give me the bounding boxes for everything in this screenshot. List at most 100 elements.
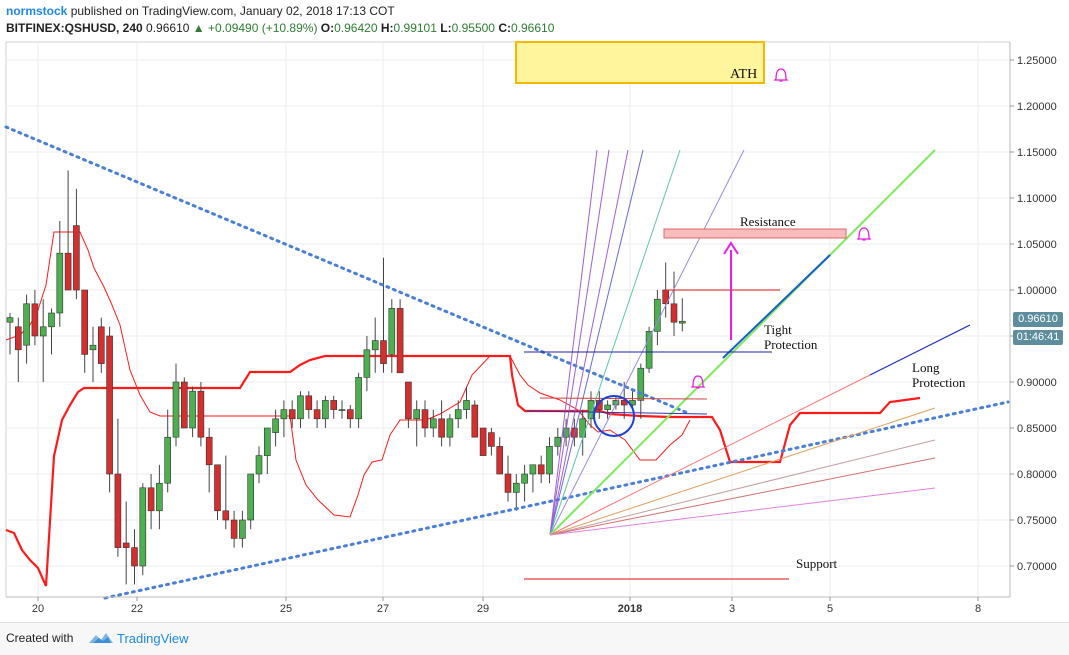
candle-body-5 <box>48 312 55 328</box>
candle-body-13 <box>114 473 122 548</box>
tight-protection-label: Tight Protection <box>764 322 818 352</box>
time-tick-label-1: 22 <box>131 603 143 615</box>
candle-body-12 <box>106 335 113 475</box>
time-axis[interactable]: 20 22 25 27 29 2018 3 5 8 <box>6 596 1010 615</box>
last-price-tag: 0.96610 <box>1013 312 1063 327</box>
candle-body-53 <box>446 418 454 438</box>
drawing-alert-bell-icon-0[interactable] <box>773 68 789 82</box>
drawing-mid-line[interactable] <box>526 410 708 415</box>
ath-zone[interactable]: ATH <box>515 41 765 84</box>
drawing-fan-line-4[interactable] <box>549 149 681 536</box>
candle-body-6 <box>56 252 64 314</box>
candle-body-63 <box>529 464 537 475</box>
candle-body-69 <box>579 418 587 438</box>
price-tick-label-7: 0.90000 <box>1017 377 1057 389</box>
candle-body-11 <box>98 326 105 364</box>
drawing-magenta-arrow-head[interactable] <box>723 241 739 255</box>
drawing-fan-line-2[interactable] <box>549 149 629 536</box>
drawing-fan-line-3[interactable] <box>549 149 644 536</box>
candle-body-54 <box>454 409 462 420</box>
close-label: C: <box>498 21 511 35</box>
candle-body-15 <box>131 547 138 567</box>
drawing-fan-line-0[interactable] <box>549 149 598 536</box>
price-chart[interactable]: ATH Resistance Tight Protection Long Prote… <box>0 0 1069 622</box>
price-tick-label-3: 1.10000 <box>1017 193 1057 205</box>
drawing-fan-line-6[interactable] <box>549 149 936 536</box>
candle-body-18 <box>156 482 163 512</box>
candle-body-17 <box>147 487 155 512</box>
tradingview-brand[interactable]: TradingView <box>117 631 189 646</box>
high-value: 0.99101 <box>393 21 437 35</box>
candle-body-19 <box>164 436 171 484</box>
candle-body-31 <box>263 427 271 456</box>
drawing-fan-line-9[interactable] <box>549 439 936 536</box>
candle-body-49 <box>413 409 421 420</box>
drawing-fan-line-7[interactable] <box>549 374 871 536</box>
drawing-circle-marker[interactable] <box>593 395 635 437</box>
candle-body-22 <box>189 390 196 429</box>
open-label: O: <box>320 21 335 35</box>
tradingview-logo-icon[interactable] <box>88 629 114 647</box>
candle-body-56 <box>471 404 479 438</box>
time-tick-label-6: 3 <box>729 603 735 615</box>
drawing-fan-line-10[interactable] <box>549 457 936 536</box>
drawing-long-protection-line[interactable] <box>869 324 971 376</box>
candle-body-26 <box>222 510 230 521</box>
high-label: H: <box>380 21 394 35</box>
price-tick-label-4: 1.05000 <box>1017 239 1057 251</box>
time-tick-label-0: 20 <box>32 603 44 615</box>
drawing-fan-line-11[interactable] <box>549 487 936 536</box>
drawing-alert-bell-icon-2[interactable] <box>690 375 706 389</box>
low-value: 0.95500 <box>451 21 495 35</box>
candle-body-9 <box>81 289 88 355</box>
candle-body-64 <box>537 464 545 475</box>
long-protection-label: Long Protection <box>912 360 966 390</box>
author-name[interactable]: normstock <box>6 4 68 18</box>
candle-body-1 <box>15 326 22 351</box>
price-tick-label-1: 1.20000 <box>1017 101 1057 113</box>
candle-body-59 <box>496 446 504 475</box>
drawing-lower-trendline[interactable] <box>103 400 1010 600</box>
candle-body-34 <box>288 409 296 420</box>
drawing-blue-channel[interactable] <box>722 254 831 359</box>
ath-box[interactable] <box>515 41 765 84</box>
price-tick-label-8: 0.85000 <box>1017 423 1057 435</box>
drawing-alert-bell-icon-1[interactable] <box>856 227 872 241</box>
drawing-fan-line-1[interactable] <box>549 149 610 536</box>
time-tick-label-5: 2018 <box>618 603 642 615</box>
drawing-fan-line-8[interactable] <box>549 407 936 536</box>
chart-header: normstock published on TradingView.com, … <box>6 3 1056 37</box>
candle-body-0 <box>6 317 14 323</box>
candle-body-14 <box>122 542 130 548</box>
candle-body-7 <box>64 252 72 291</box>
price-axis[interactable]: 1.25000 1.20000 1.15000 1.10000 1.05000 1.000… <box>1009 42 1057 597</box>
candle-body-51 <box>429 418 437 429</box>
close-value: 0.96610 <box>511 21 555 35</box>
drawing-fan-line-5[interactable] <box>549 149 745 536</box>
created-with-text: Created with <box>6 631 74 645</box>
last-price: 0.96610 <box>146 21 190 35</box>
candle-body-72 <box>604 404 611 410</box>
candle-body-33 <box>280 409 288 420</box>
drawing-resistance-box[interactable] <box>663 228 847 239</box>
candle-body-21 <box>181 381 188 429</box>
drawing-upper-trendline[interactable] <box>4 125 602 378</box>
drawing-upper-trendline-ext[interactable] <box>598 374 692 416</box>
candle-body-65 <box>546 446 553 475</box>
support-label: Support <box>796 556 838 571</box>
candle-body-10 <box>89 344 97 351</box>
plot-area <box>5 41 1011 598</box>
up-arrow-icon: ▲ <box>192 21 205 35</box>
drawings[interactable] <box>4 68 1010 600</box>
resistance-label: Resistance <box>740 214 796 229</box>
candle-body-41 <box>346 409 354 420</box>
candle-body-44 <box>371 340 379 351</box>
candle-body-3 <box>31 303 39 337</box>
candle-body-80 <box>670 303 678 323</box>
price-tick-label-5: 1.00000 <box>1017 285 1057 297</box>
candle-body-58 <box>488 432 495 447</box>
candle-body-39 <box>330 400 338 410</box>
candle-body-81 <box>678 320 686 324</box>
candle-body-42 <box>355 377 362 420</box>
candle-body-27 <box>230 519 238 539</box>
